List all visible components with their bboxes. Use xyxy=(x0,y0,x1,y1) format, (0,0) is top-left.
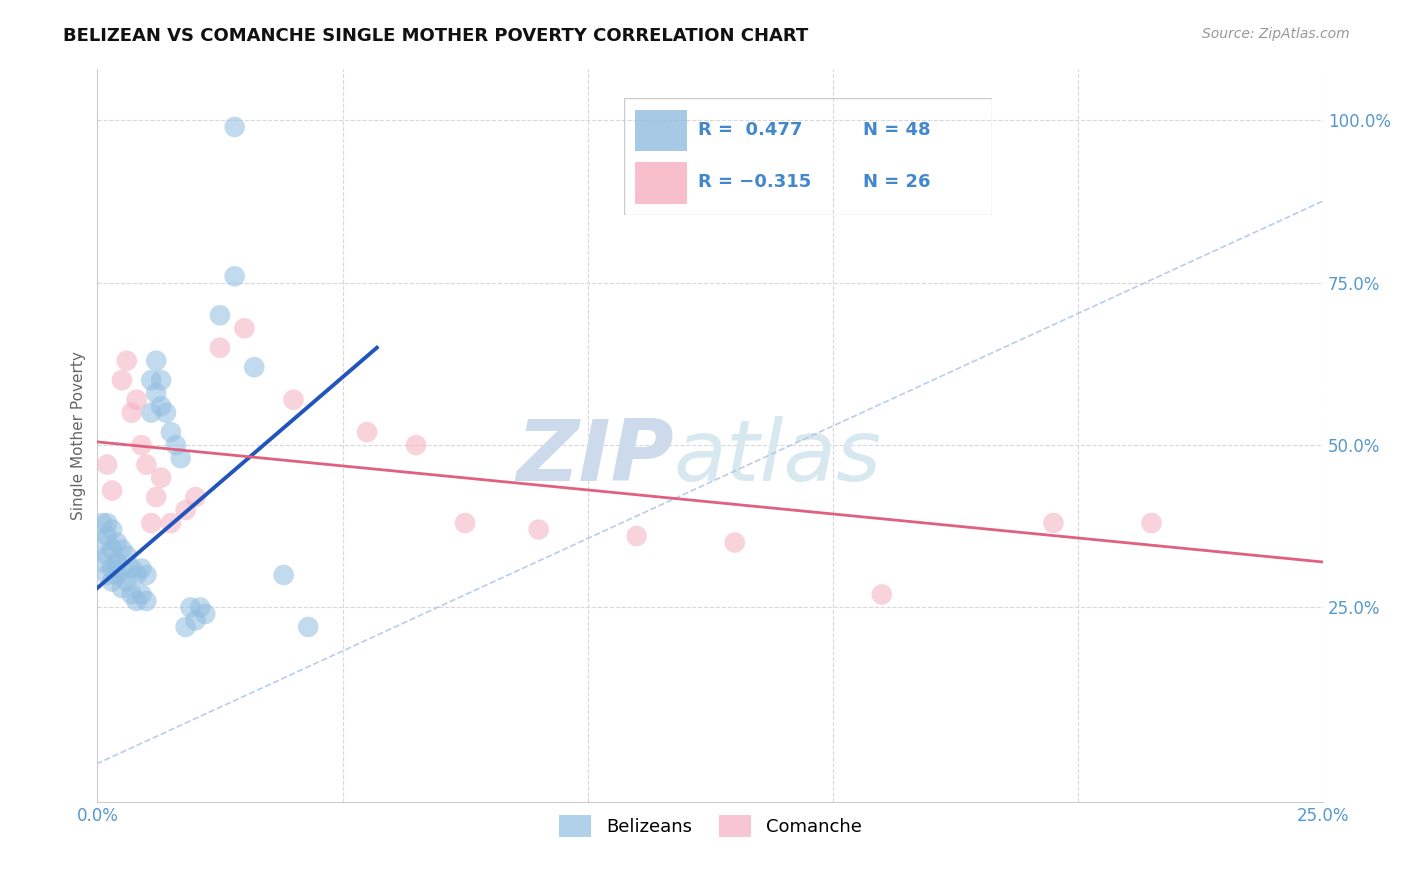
Point xyxy=(145,353,167,368)
Point xyxy=(141,373,163,387)
Point xyxy=(174,620,197,634)
Point xyxy=(125,392,148,407)
Point xyxy=(101,561,124,575)
Point xyxy=(135,458,157,472)
Point xyxy=(131,438,153,452)
Point xyxy=(115,574,138,589)
Point xyxy=(179,600,201,615)
Point xyxy=(224,269,246,284)
Point xyxy=(91,516,114,530)
Text: BELIZEAN VS COMANCHE SINGLE MOTHER POVERTY CORRELATION CHART: BELIZEAN VS COMANCHE SINGLE MOTHER POVER… xyxy=(63,27,808,45)
Point xyxy=(150,470,173,484)
Point xyxy=(115,353,138,368)
Point xyxy=(184,614,207,628)
Point xyxy=(870,587,893,601)
Point xyxy=(121,587,143,601)
Point xyxy=(145,490,167,504)
Point xyxy=(297,620,319,634)
Legend: Belizeans, Comanche: Belizeans, Comanche xyxy=(551,808,869,845)
Text: ZIP: ZIP xyxy=(516,416,673,499)
Point xyxy=(96,516,118,530)
Point xyxy=(111,581,134,595)
Point xyxy=(208,308,231,322)
Point xyxy=(111,561,134,575)
Point xyxy=(1140,516,1163,530)
Point xyxy=(194,607,217,621)
Point xyxy=(96,529,118,543)
Point xyxy=(174,503,197,517)
Point xyxy=(105,555,128,569)
Y-axis label: Single Mother Poverty: Single Mother Poverty xyxy=(72,351,86,520)
Point xyxy=(91,535,114,549)
Point xyxy=(135,594,157,608)
Point xyxy=(131,587,153,601)
Point xyxy=(121,561,143,575)
Point xyxy=(626,529,648,543)
Point xyxy=(170,451,193,466)
Point xyxy=(111,373,134,387)
Point xyxy=(125,594,148,608)
Point xyxy=(184,490,207,504)
Point xyxy=(105,535,128,549)
Point xyxy=(145,386,167,401)
Point xyxy=(283,392,305,407)
Point xyxy=(135,568,157,582)
Point xyxy=(188,600,211,615)
Point xyxy=(150,399,173,413)
Point xyxy=(208,341,231,355)
Point xyxy=(224,120,246,134)
Point xyxy=(141,516,163,530)
Point xyxy=(101,483,124,498)
Point xyxy=(105,568,128,582)
Point xyxy=(91,555,114,569)
Point xyxy=(150,373,173,387)
Point xyxy=(233,321,256,335)
Point xyxy=(454,516,477,530)
Point xyxy=(155,406,177,420)
Point xyxy=(160,516,183,530)
Point xyxy=(141,406,163,420)
Point xyxy=(165,438,187,452)
Point xyxy=(724,535,747,549)
Point xyxy=(527,523,550,537)
Point xyxy=(160,425,183,439)
Text: Source: ZipAtlas.com: Source: ZipAtlas.com xyxy=(1202,27,1350,41)
Point xyxy=(96,458,118,472)
Point xyxy=(243,360,266,375)
Point xyxy=(131,561,153,575)
Point xyxy=(111,542,134,557)
Point xyxy=(356,425,378,439)
Text: atlas: atlas xyxy=(673,416,882,499)
Point xyxy=(405,438,427,452)
Point xyxy=(115,549,138,563)
Point xyxy=(101,542,124,557)
Point xyxy=(121,406,143,420)
Point xyxy=(96,549,118,563)
Point xyxy=(273,568,295,582)
Point xyxy=(125,568,148,582)
Point xyxy=(101,523,124,537)
Point xyxy=(101,574,124,589)
Point xyxy=(1042,516,1064,530)
Point xyxy=(96,568,118,582)
